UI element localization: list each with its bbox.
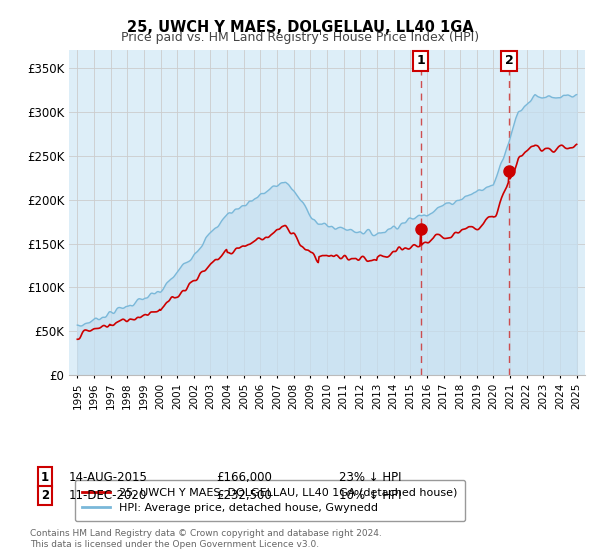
Text: 2: 2 (505, 54, 514, 67)
Text: £232,500: £232,500 (216, 489, 272, 502)
Text: Contains HM Land Registry data © Crown copyright and database right 2024.
This d: Contains HM Land Registry data © Crown c… (30, 529, 382, 549)
Text: 23% ↓ HPI: 23% ↓ HPI (339, 470, 401, 484)
Text: 11-DEC-2020: 11-DEC-2020 (69, 489, 147, 502)
Legend: 25, UWCH Y MAES, DOLGELLAU, LL40 1GA (detached house), HPI: Average price, detac: 25, UWCH Y MAES, DOLGELLAU, LL40 1GA (de… (74, 480, 465, 521)
Text: 25, UWCH Y MAES, DOLGELLAU, LL40 1GA: 25, UWCH Y MAES, DOLGELLAU, LL40 1GA (127, 20, 473, 35)
Text: 14-AUG-2015: 14-AUG-2015 (69, 470, 148, 484)
Text: £166,000: £166,000 (216, 470, 272, 484)
Text: 1: 1 (416, 54, 425, 67)
Text: 1: 1 (41, 470, 49, 484)
Text: 2: 2 (41, 489, 49, 502)
Text: Price paid vs. HM Land Registry's House Price Index (HPI): Price paid vs. HM Land Registry's House … (121, 31, 479, 44)
Text: 10% ↓ HPI: 10% ↓ HPI (339, 489, 401, 502)
